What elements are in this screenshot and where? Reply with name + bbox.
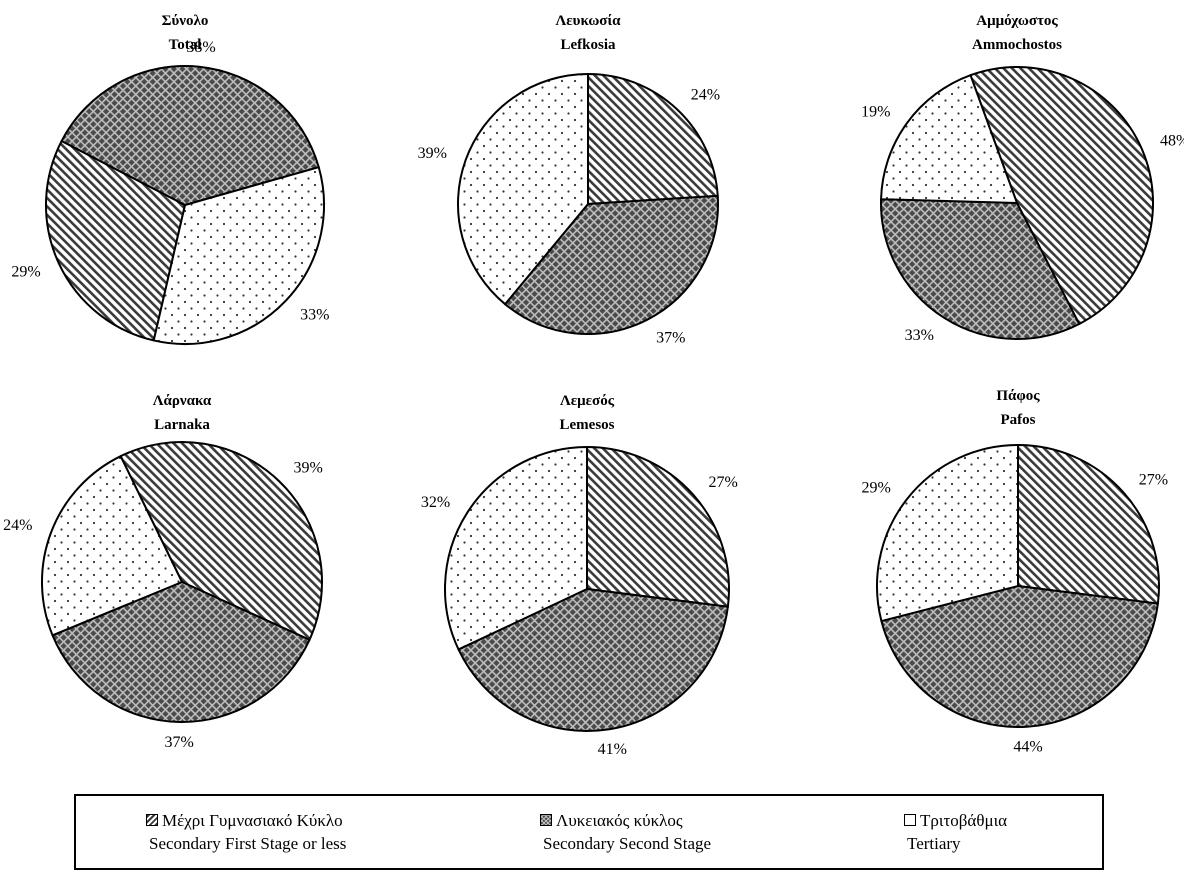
legend-label-en: Secondary Second Stage [543,834,712,853]
slice-percent-label: 33% [300,307,329,324]
chart-title: Σύνολο [162,13,209,29]
chart-subtitle: Lefkosia [560,37,616,53]
legend-label-gr: Μέχρι Γυμνασιακό Κύκλο [162,811,343,830]
chart-subtitle: Lemesos [560,417,615,433]
chart-title: Λευκωσία [556,13,622,29]
pie-chart: Αμμόχωστος Ammochostos 48% 33% 19% [861,13,1184,344]
pie-chart: Λεμεσός Lemesos 27% 41% 32% [421,393,738,758]
chart-title: Αμμόχωστος [976,13,1058,29]
pie-chart: Λευκωσία Lefkosia 24% 37% 39% [418,13,720,347]
slice-percent-label: 48% [1160,133,1184,150]
chart-subtitle: Total [169,37,202,53]
pie-slice-first-stage [969,65,1154,325]
slice-percent-label: 29% [861,479,890,496]
pie-chart: Πάφος Pafos 27% 44% 29% [861,388,1168,756]
pie-slice-tertiary [444,446,588,651]
chart-subtitle: Ammochostos [972,37,1062,53]
slice-percent-label: 33% [905,327,934,344]
slice-percent-label: 24% [3,517,32,534]
slice-percent-label: 39% [294,459,323,476]
pie-slice-first-stage [45,140,186,342]
pie-chart: Λάρνακα Larnaka 39% 37% 24% [3,393,323,751]
hatch-swatch-icon [146,814,158,826]
pie-slice-tertiary [152,166,326,345]
pie-slice-tertiary [41,455,183,637]
pie-slice-first-stage [586,446,730,608]
slice-percent-label: 27% [709,474,738,491]
pie-chart: Σύνολο Total 29% 38% 33% [11,13,329,345]
slice-percent-label: 27% [1139,472,1168,489]
crosshatch-swatch-icon [540,814,552,826]
pie-slice-tertiary [457,73,589,306]
legend-label-en: Secondary First Stage or less [149,834,347,853]
slice-percent-label: 19% [861,104,890,121]
slice-percent-label: 38% [186,39,215,56]
legend: Μέχρι Γυμνασιακό Κύκλο Secondary First S… [74,794,1104,870]
slice-percent-label: 39% [418,145,447,162]
pie-slice-tertiary [876,444,1019,623]
chart-title: Πάφος [996,388,1040,404]
pie-slice-first-stage [119,441,323,641]
chart-subtitle: Larnaka [154,417,210,433]
slice-percent-label: 24% [691,87,720,104]
legend-label-gr: Τριτοβάθμια [920,811,1008,830]
pie-slice-second-stage [51,581,311,723]
chart-title: Λάρνακα [153,393,212,409]
legend-label-gr: Λυκειακός κύκλος [556,811,683,830]
slice-percent-label: 44% [1013,739,1042,756]
pie-slice-second-stage [880,198,1081,340]
pie-slice-second-stage [880,585,1159,729]
slice-percent-label: 29% [11,264,40,281]
slice-percent-label: 41% [598,741,627,758]
slice-percent-label: 32% [421,494,450,511]
pie-slice-second-stage [457,588,729,732]
chart-subtitle: Pafos [1001,412,1036,428]
legend-label-en: Tertiary [907,834,961,853]
pie-slice-second-stage [60,65,320,206]
pie-slice-tertiary [880,74,1018,204]
pie-slice-first-stage [1017,444,1160,605]
pie-slice-second-stage [504,194,719,335]
pie-slice-first-stage [587,73,719,205]
dotted-swatch-icon [904,814,916,826]
slice-percent-label: 37% [656,330,685,347]
slice-percent-label: 37% [165,734,194,751]
chart-title: Λεμεσός [560,393,615,409]
